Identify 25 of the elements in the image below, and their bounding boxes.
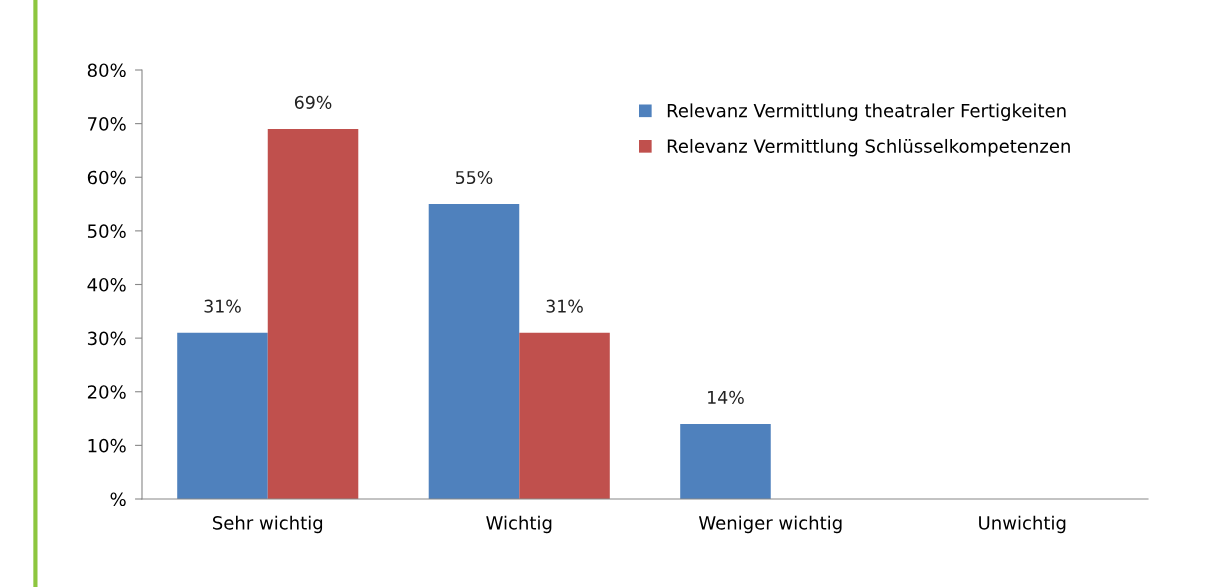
bar xyxy=(267,128,359,499)
bar xyxy=(519,332,610,499)
x-tick-label: Wichtig xyxy=(486,515,552,534)
data-label: 31% xyxy=(204,299,241,313)
y-tick-label: 80% xyxy=(87,63,126,78)
y-tick-label: % xyxy=(110,492,126,507)
x-tick-label: Weniger wichtig xyxy=(698,515,842,534)
data-label: 14% xyxy=(708,390,744,404)
y-tick-label: 10% xyxy=(88,438,126,453)
data-label: 55% xyxy=(456,170,493,185)
y-tick-label: 70% xyxy=(88,117,126,131)
y-tick-label: 60% xyxy=(87,170,126,185)
y-tick-label: 50% xyxy=(87,224,126,238)
y-tick-label: 20% xyxy=(87,385,126,399)
y-tick-label: 40% xyxy=(87,277,126,292)
x-tick-label: Unwichtig xyxy=(979,515,1066,534)
y-tick-label: 30% xyxy=(87,331,126,346)
bar xyxy=(680,423,771,499)
data-label: 69% xyxy=(294,95,332,109)
bar xyxy=(428,204,520,499)
legend-label: Relevanz Vermittlung theatraler Fertigkeiten xyxy=(667,103,1066,121)
data-label: 31% xyxy=(546,299,583,313)
x-tick-label: Sehr wichtig xyxy=(213,515,323,534)
bar xyxy=(177,332,268,499)
legend-label: Relevanz Vermittlung Schlüsselkompetenzen xyxy=(667,138,1070,157)
